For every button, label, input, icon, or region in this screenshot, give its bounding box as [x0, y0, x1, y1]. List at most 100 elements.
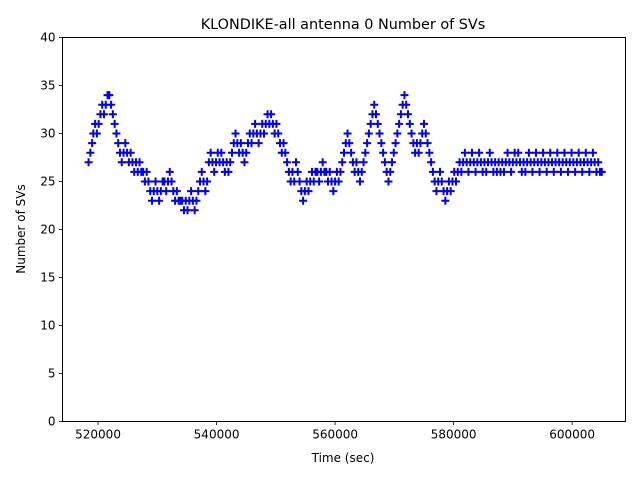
data-point — [356, 177, 365, 186]
data-point — [117, 158, 126, 167]
x-tick-label: 560000 — [312, 428, 358, 442]
data-point — [507, 167, 516, 176]
data-point — [416, 139, 425, 148]
data-point — [291, 158, 300, 167]
data-point — [386, 167, 395, 176]
y-tick-label: 30 — [40, 127, 55, 141]
data-point — [574, 148, 583, 157]
data-point — [147, 196, 156, 205]
data-point — [503, 148, 512, 157]
data-point — [240, 158, 249, 167]
data-point — [336, 167, 345, 176]
data-point — [201, 187, 210, 196]
data-point — [315, 177, 324, 186]
data-point — [254, 139, 263, 148]
data-point — [514, 148, 523, 157]
y-tick-label: 10 — [40, 319, 55, 333]
data-point — [206, 148, 215, 157]
data-point — [343, 129, 352, 138]
data-point — [372, 110, 381, 119]
data-point — [92, 129, 101, 138]
data-point — [588, 148, 597, 157]
data-point — [379, 148, 388, 157]
y-tick-label: 25 — [40, 175, 55, 189]
x-axis-label: Time (sec) — [311, 451, 375, 465]
data-point — [564, 167, 573, 176]
data-point — [370, 100, 379, 109]
data-point — [299, 196, 308, 205]
data-point — [281, 148, 290, 157]
data-point — [325, 167, 334, 176]
data-point — [88, 139, 97, 148]
data-point — [231, 129, 240, 138]
data-point — [446, 187, 455, 196]
data-point — [396, 110, 405, 119]
data-point — [126, 148, 135, 157]
data-point — [436, 167, 445, 176]
data-point — [247, 139, 256, 148]
data-point — [475, 148, 484, 157]
x-tick-label: 540000 — [194, 428, 240, 442]
y-tick-label: 15 — [40, 271, 55, 285]
y-axis-label: Number of SVs — [14, 184, 28, 273]
x-tick-label: 600000 — [549, 428, 595, 442]
data-point — [99, 110, 108, 119]
data-point — [318, 158, 327, 167]
data-point — [535, 167, 544, 176]
data-point — [581, 148, 590, 157]
data-point — [578, 167, 587, 176]
data-point — [226, 158, 235, 167]
y-axis-ticks: 0 5 10 15 20 25 30 35 40 — [40, 31, 63, 429]
data-point — [94, 119, 103, 128]
data-point — [471, 167, 480, 176]
data-point — [114, 139, 123, 148]
data-point — [293, 167, 302, 176]
data-point — [183, 206, 192, 215]
y-tick-label: 40 — [40, 31, 55, 45]
data-point — [482, 167, 491, 176]
data-point — [334, 177, 343, 186]
data-point — [279, 139, 288, 148]
data-point — [187, 187, 196, 196]
data-point — [274, 129, 283, 138]
data-point — [110, 119, 119, 128]
data-point — [405, 119, 414, 128]
data-point — [571, 167, 580, 176]
data-point — [524, 148, 533, 157]
data-point — [363, 139, 372, 148]
data-point — [227, 148, 236, 157]
data-point — [384, 177, 393, 186]
data-point — [84, 158, 93, 167]
chart-title: KLONDIKE-all antenna 0 Number of SVs — [201, 17, 486, 33]
data-point — [361, 148, 370, 157]
data-point — [553, 148, 562, 157]
data-point — [460, 148, 469, 157]
data-point — [167, 177, 176, 186]
data-point — [373, 119, 382, 128]
data-point — [364, 129, 373, 138]
data-point — [539, 148, 548, 157]
data-point — [423, 139, 432, 148]
data-point — [567, 148, 576, 157]
data-point — [452, 177, 461, 186]
data-point — [393, 129, 402, 138]
data-point — [283, 158, 292, 167]
data-point — [468, 148, 477, 157]
x-tick-label: 520000 — [75, 428, 121, 442]
data-point — [144, 177, 153, 186]
data-point — [267, 110, 276, 119]
data-point — [560, 148, 569, 157]
data-point — [112, 129, 121, 138]
data-point — [428, 167, 437, 176]
y-tick-label: 20 — [40, 223, 55, 237]
data-point — [395, 119, 404, 128]
data-point — [425, 148, 434, 157]
data-point — [203, 177, 212, 186]
data-point — [197, 167, 206, 176]
data-point — [272, 119, 281, 128]
data-point — [528, 167, 537, 176]
data-points — [84, 91, 606, 215]
data-point — [542, 167, 551, 176]
